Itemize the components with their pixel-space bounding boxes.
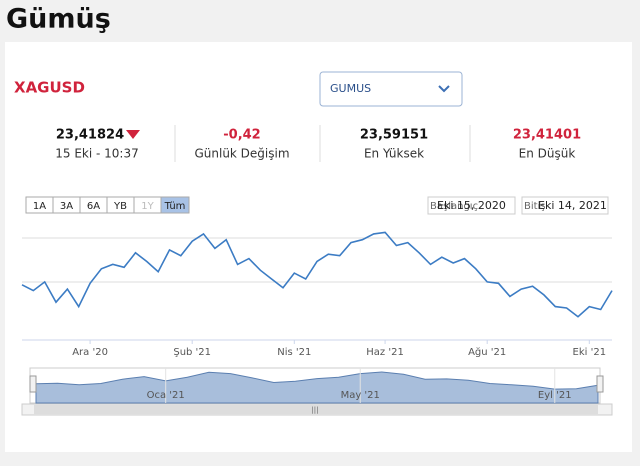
dropdown-arrow <box>438 85 450 93</box>
dropdown-value: GUMUS <box>330 82 371 95</box>
x-tick-label: Ağu '21 <box>468 346 506 358</box>
range-label: YB <box>113 201 127 212</box>
range-label: 3A <box>60 201 73 212</box>
low-label: En Düşük <box>519 147 576 161</box>
price: 23,41824 <box>56 128 124 143</box>
symbol: XAGUSD <box>14 79 85 97</box>
navigator-area <box>35 371 599 404</box>
down-arrow <box>126 130 140 139</box>
time: 15 Eki - 10:37 <box>55 147 139 161</box>
change: -0,42 <box>223 128 260 143</box>
x-tick-label: Nis '21 <box>277 347 311 358</box>
range-label: 6A <box>87 201 100 212</box>
start-date: Eki 15, 2020 <box>437 199 506 212</box>
x-tick-label: Ara '20 <box>72 347 108 358</box>
nav-handle[interactable] <box>29 375 37 393</box>
range-label: 1Y <box>141 201 154 212</box>
change-label: Günlük Değişim <box>194 147 289 161</box>
end-date: Eki 14, 2021 <box>538 199 607 212</box>
dropdown[interactable] <box>319 71 463 107</box>
range-buttons: 1A 3A 6A YB 1Y Tüm <box>25 196 190 214</box>
nav-handle[interactable] <box>596 375 604 393</box>
scroll-grip: ||| <box>311 406 318 414</box>
charts: Ara '20 Şub '21 Nis '21 Haz '21 Ağu '21 Eki '… <box>21 231 613 404</box>
low: 23,41401 <box>513 128 581 143</box>
x-tick-label: Eki '21 <box>573 347 607 358</box>
range-button[interactable] <box>160 196 190 214</box>
end-input[interactable] <box>521 196 609 215</box>
price-line <box>21 231 613 318</box>
x-tick-label: May '21 <box>341 390 380 401</box>
x-tick-label: Haz '21 <box>366 347 404 358</box>
range-label: Tüm <box>164 201 186 212</box>
start-input[interactable] <box>427 196 516 215</box>
scroll-thumb[interactable] <box>34 405 598 414</box>
high-label: En Yüksek <box>364 147 424 161</box>
x-tick-label: Oca '21 <box>147 390 185 401</box>
start-label: Başlangıç <box>430 201 478 212</box>
x-tick-label: Eyl '21 <box>538 390 572 401</box>
x-tick-label: Şub '21 <box>173 347 211 358</box>
page-title: Gümüş <box>6 4 111 35</box>
end-label: Bitiş <box>524 201 546 212</box>
range-label: 1A <box>33 201 46 212</box>
high: 23,59151 <box>360 128 428 143</box>
